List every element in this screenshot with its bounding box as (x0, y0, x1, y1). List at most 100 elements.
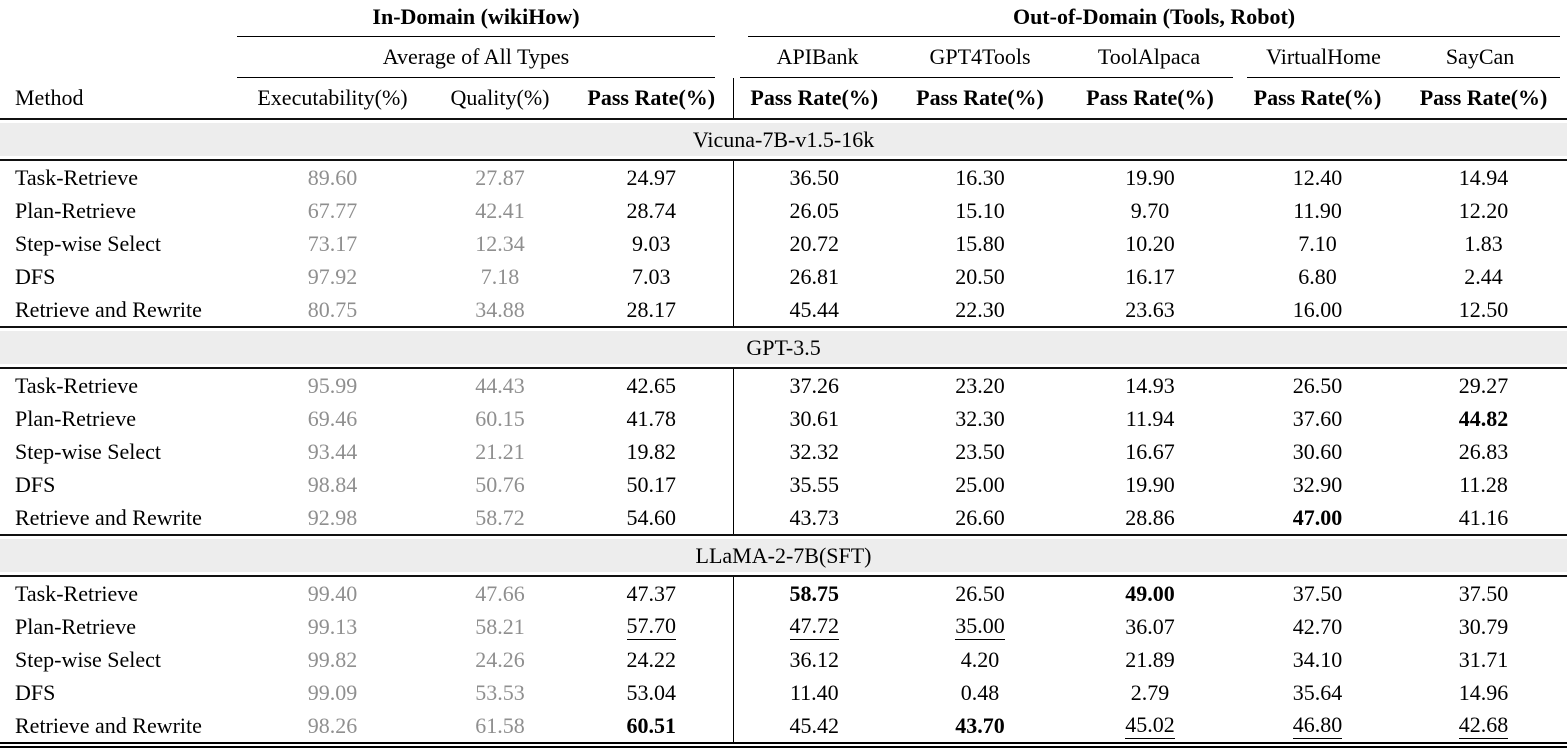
section-band-cell: Vicuna-7B-v1.5-16k (0, 118, 1567, 161)
value-cell: 2.44 (1400, 260, 1567, 293)
value-cell: 11.90 (1235, 194, 1400, 227)
value-text: 26.83 (1458, 438, 1509, 464)
value-text: 29.27 (1458, 372, 1509, 398)
subgroup-header-row: Average of All Types APIBank GPT4Tools T… (0, 37, 1567, 78)
table-row: Plan-Retrieve 67.77 42.41 28.74 26.05 15.10 9.… (0, 194, 1567, 227)
value-cell: 50.76 (430, 468, 570, 501)
value-cell: 45.42 (733, 709, 896, 744)
table-body: Vicuna-7B-v1.5-16k Task-Retrieve 89.60 27.8… (0, 118, 1567, 744)
value-cell: 32.90 (1235, 468, 1400, 501)
value-cell: 20.72 (733, 227, 895, 260)
executability-header: Executability(%) (235, 78, 430, 120)
value-text: 20.72 (789, 230, 840, 256)
method-cell: Plan-Retrieve (15, 405, 136, 431)
value-cell: 1.83 (1400, 227, 1567, 260)
value-text: 42.68 (1458, 712, 1509, 739)
value-text: 16.67 (1125, 438, 1175, 464)
value-cell: 47.72 (733, 610, 895, 643)
value-text: 20.50 (955, 263, 1005, 289)
value-text: 19.90 (1125, 164, 1175, 190)
value-text: 7.18 (480, 263, 520, 289)
value-cell: 6.80 (1235, 260, 1400, 293)
value-text: 95.99 (307, 372, 358, 398)
value-text: 14.94 (1458, 164, 1509, 190)
method-cell: DFS (15, 471, 56, 497)
value-text: 42.65 (626, 372, 677, 398)
virtualhome-label: VirtualHome (1247, 37, 1401, 78)
value-text: 49.00 (1125, 580, 1175, 606)
table-row: Retrieve and Rewrite 92.98 58.72 54.60 43.73… (0, 501, 1567, 535)
value-cell: 35.64 (1235, 676, 1400, 709)
value-text: 12.40 (1292, 164, 1343, 190)
value-cell: 47.37 (570, 576, 734, 610)
value-text: 23.50 (955, 438, 1005, 464)
value-cell: 0.48 (895, 676, 1065, 709)
toolalpaca-label: ToolAlpaca (1065, 37, 1234, 78)
value-text: 92.98 (307, 504, 358, 530)
value-cell: 30.60 (1235, 435, 1400, 468)
value-text: 30.79 (1458, 613, 1509, 639)
value-cell: 42.65 (570, 368, 734, 402)
value-text: 36.50 (789, 164, 840, 190)
section-band-cell: GPT-3.5 (0, 326, 1567, 369)
value-text: 50.76 (475, 471, 525, 497)
value-cell: 19.82 (570, 435, 734, 468)
value-cell: 9.03 (570, 227, 734, 260)
value-text: 97.92 (307, 263, 358, 289)
value-text: 12.20 (1458, 197, 1509, 223)
value-text: 28.86 (1125, 504, 1175, 530)
value-cell: 58.75 (733, 576, 895, 610)
value-text: 19.90 (1125, 471, 1175, 497)
value-cell: 57.70 (570, 610, 734, 643)
value-cell: 9.70 (1065, 194, 1235, 227)
value-cell: 35.00 (895, 610, 1065, 643)
value-cell: 28.17 (570, 293, 734, 327)
value-text: 43.73 (789, 504, 840, 530)
value-cell: 50.17 (570, 468, 734, 501)
value-cell: 36.12 (733, 643, 895, 676)
value-cell: 20.50 (895, 260, 1065, 293)
bottom-rule (0, 746, 1567, 748)
method-cell: Step-wise Select (15, 646, 162, 672)
corner-cell (0, 0, 235, 37)
value-cell: 44.43 (430, 368, 570, 402)
table-row: Task-Retrieve 89.60 27.87 24.97 36.50 16.30 19… (0, 160, 1567, 194)
value-text: 99.09 (307, 679, 358, 705)
value-cell: 45.44 (733, 293, 895, 327)
value-cell: 12.20 (1400, 194, 1567, 227)
value-text: 12.50 (1458, 296, 1509, 322)
in-domain-label: In-Domain (wikiHow) (237, 0, 716, 37)
value-text: 32.30 (955, 405, 1005, 431)
method-cell: DFS (15, 263, 56, 289)
value-text: 47.00 (1292, 504, 1343, 530)
value-cell: 37.26 (733, 368, 895, 402)
group-out-of-domain: Out-of-Domain (Tools, Robot) (733, 0, 1567, 37)
value-text: 89.60 (307, 164, 358, 190)
column-toolalpaca: ToolAlpaca (1065, 37, 1235, 78)
value-text: 7.03 (632, 263, 671, 289)
value-text: 99.82 (307, 646, 358, 672)
value-cell: 46.80 (1235, 709, 1401, 744)
value-cell: 37.50 (1235, 576, 1400, 610)
pass-rate-header-saycan: Pass Rate(%) (1400, 78, 1567, 120)
value-cell: 58.72 (430, 501, 570, 535)
value-text: 7.10 (1298, 230, 1337, 256)
value-text: 24.22 (626, 646, 677, 672)
table-row: Plan-Retrieve 69.46 60.15 41.78 30.61 32.30 11… (0, 402, 1567, 435)
value-cell: 53.53 (430, 676, 570, 709)
table-row: Step-wise Select 93.44 21.21 19.82 32.32 23.5… (0, 435, 1567, 468)
value-cell: 53.04 (570, 676, 734, 709)
value-cell: 26.50 (895, 576, 1065, 610)
value-text: 21.21 (475, 438, 525, 464)
value-text: 0.48 (960, 679, 1000, 705)
value-cell: 67.77 (235, 194, 430, 227)
value-text: 28.17 (626, 296, 677, 322)
corner-cell (0, 37, 235, 78)
value-cell: 15.10 (895, 194, 1065, 227)
value-text: 26.50 (955, 580, 1005, 606)
value-text: 99.13 (307, 613, 358, 639)
value-cell: 26.81 (733, 260, 895, 293)
value-text: 11.28 (1459, 471, 1508, 497)
value-cell: 27.87 (430, 160, 570, 194)
value-text: 14.93 (1125, 372, 1175, 398)
